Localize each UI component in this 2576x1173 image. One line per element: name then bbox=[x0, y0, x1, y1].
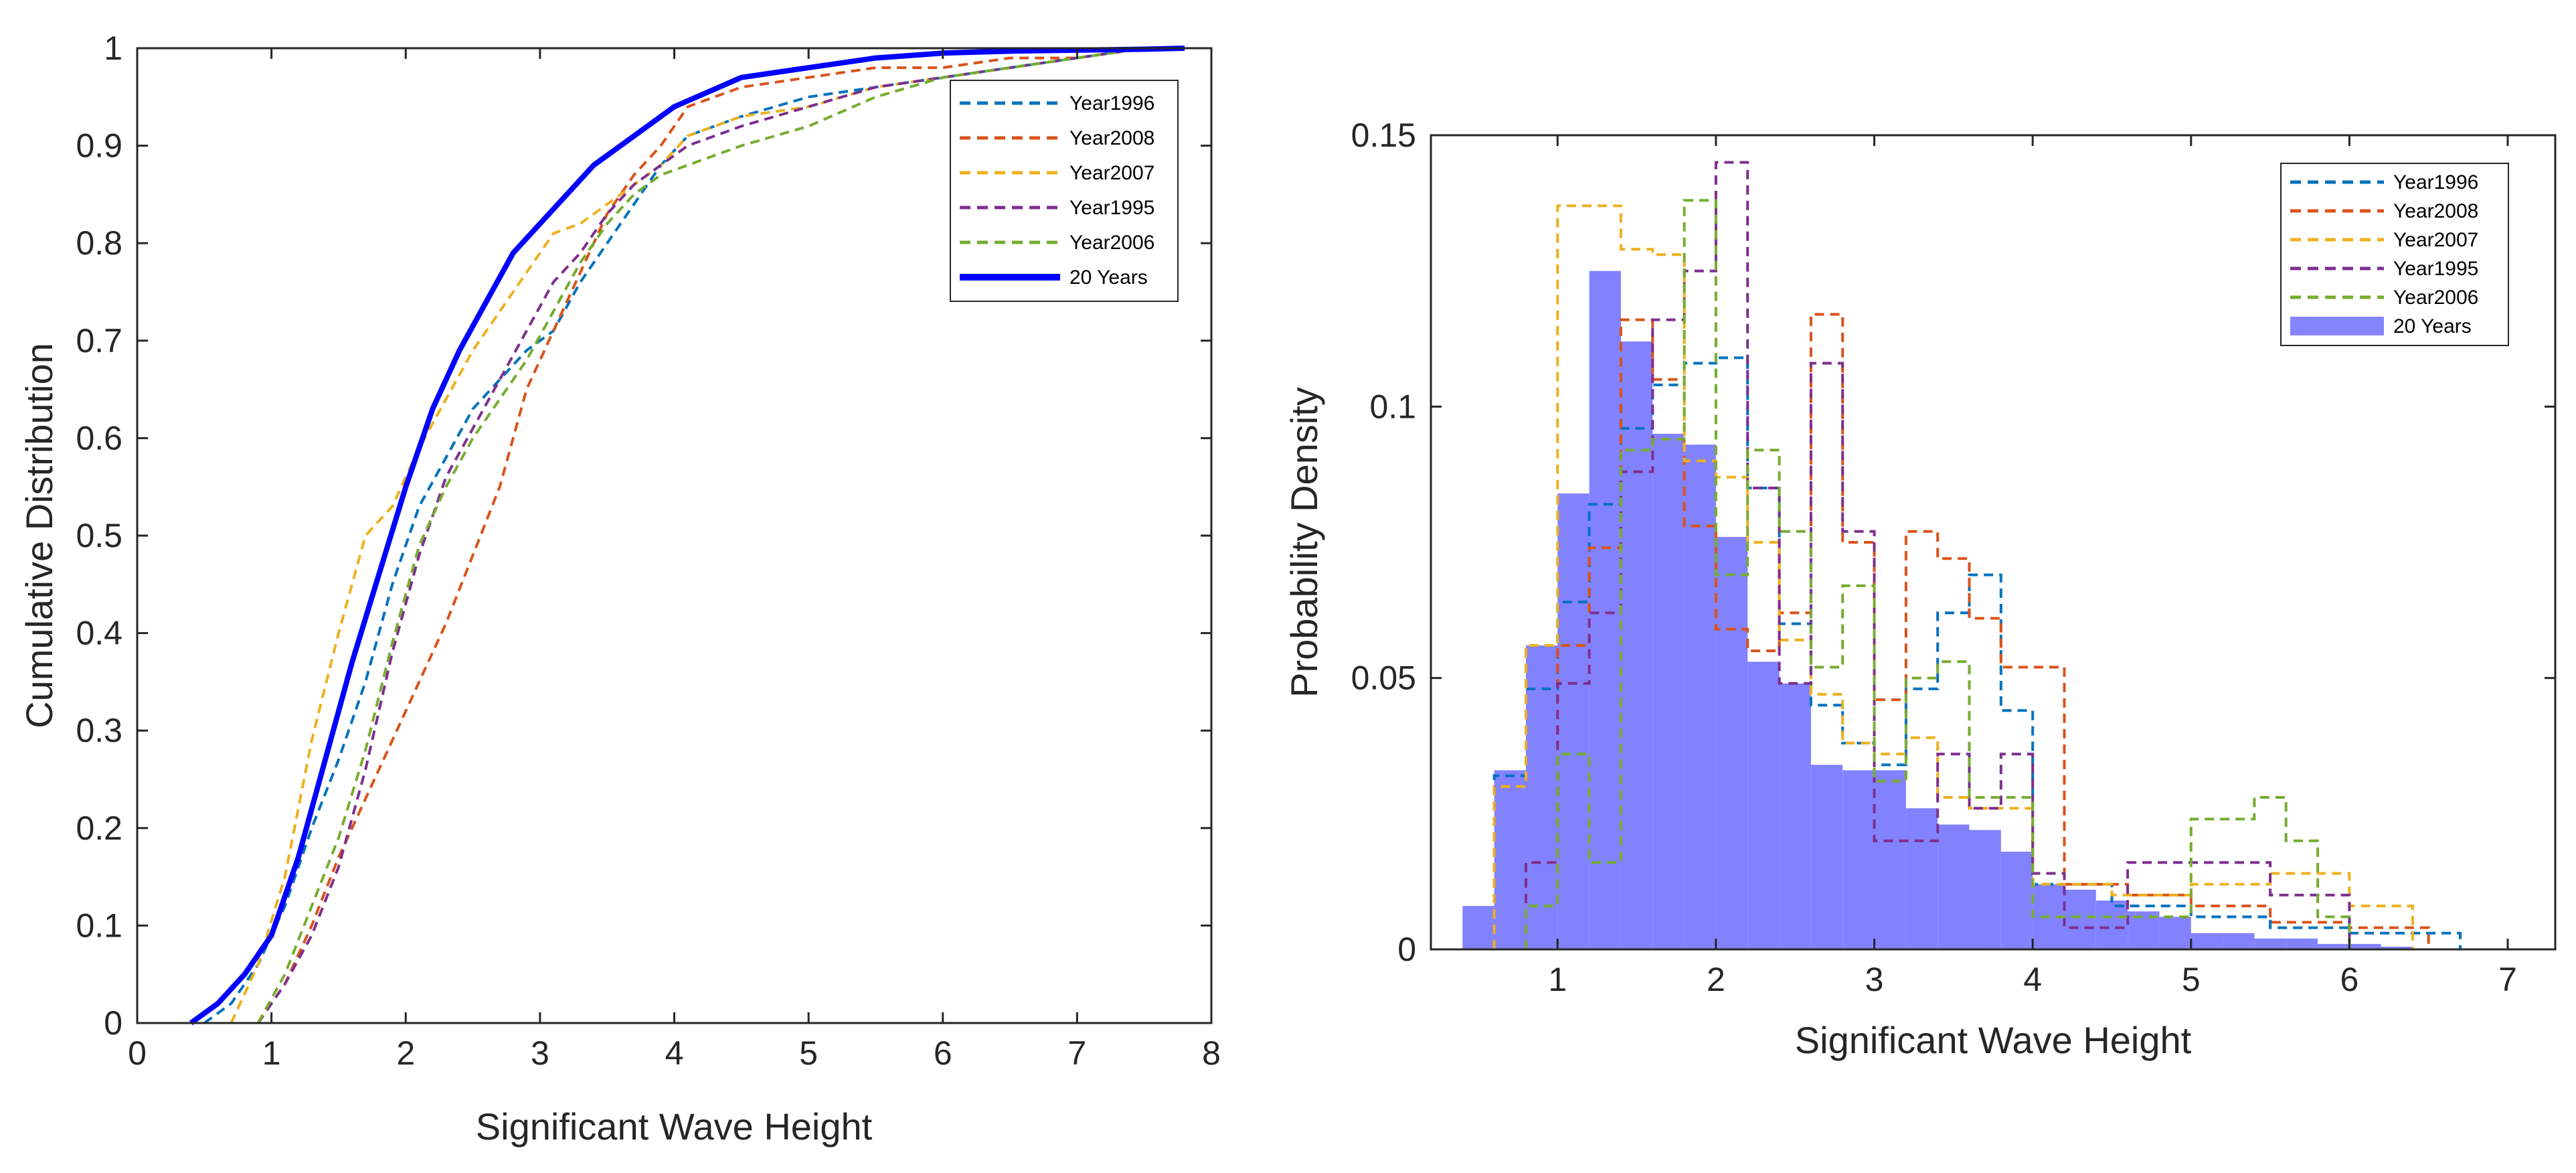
pdf-xtick-label: 3 bbox=[1865, 961, 1884, 998]
cdf-legend: Year1996 Year2008 Year2007 Year1995 Year2006… bbox=[950, 80, 1179, 302]
cdf-ytick-label: 0.2 bbox=[76, 809, 122, 847]
pdf-bar bbox=[1938, 824, 1970, 949]
pdf-bar bbox=[1969, 830, 2001, 949]
cdf-ytick-label: 0.3 bbox=[76, 712, 122, 749]
pdf-legend: Year1996 Year2008 Year2007 Year1995 Year2006… bbox=[2280, 163, 2509, 346]
pdf-axes-box bbox=[1430, 134, 2557, 951]
cdf-panel: 0 1 2 3 4 5 6 7 8 0 0.1 0.2 0.3 0.4 0.5 0.6 0.7 0.8 0.9 1 S… bbox=[18, 29, 1221, 1148]
pdf-bar bbox=[2286, 938, 2318, 949]
cdf-series-line bbox=[256, 47, 1144, 1024]
pdf-bar bbox=[1842, 770, 1875, 949]
pdf-series-outline bbox=[1525, 199, 2351, 949]
pdf-panel: 1 2 3 4 5 6 7 0 0.05 0.1 0.15 Significant Wave Hei… bbox=[1283, 116, 2557, 1061]
cdf-ytick-label: 0.5 bbox=[76, 517, 122, 554]
pdf-y-axis-label: Probability Density bbox=[1283, 387, 1325, 698]
pdf-bar bbox=[1684, 445, 1716, 949]
cdf-ytick-label: 0.9 bbox=[76, 127, 122, 165]
pdf-bar bbox=[1715, 536, 1748, 949]
pdf-legend-label: Year1995 bbox=[2393, 258, 2478, 280]
pdf-bar bbox=[2349, 943, 2381, 949]
cdf-ytick-label: 0.4 bbox=[76, 615, 122, 652]
pdf-xtick-label: 2 bbox=[1707, 961, 1725, 998]
cdf-xtick-label: 4 bbox=[665, 1034, 684, 1072]
pdf-bar bbox=[1525, 645, 1558, 949]
cdf-ytick-label: 0.6 bbox=[76, 419, 122, 457]
pdf-legend-label: Year1996 bbox=[2393, 171, 2478, 193]
cdf-ytick-label: 0 bbox=[104, 1004, 122, 1042]
cdf-ytick-label: 0.8 bbox=[76, 224, 122, 262]
pdf-x-axis-label: Significant Wave Height bbox=[1795, 1019, 2192, 1061]
pdf-legend-box bbox=[2280, 163, 2509, 346]
cdf-xtick-label: 1 bbox=[262, 1034, 281, 1072]
cdf-ticks-group: 0 1 2 3 4 5 6 7 8 0 0.1 0.2 0.3 0.4 0.5 0.6 0.7 0.8 0.9 1 bbox=[76, 29, 1220, 1072]
cdf-xtick-label: 8 bbox=[1202, 1034, 1221, 1072]
cdf-ytick-label: 0.1 bbox=[76, 907, 122, 944]
pdf-series-group bbox=[1462, 161, 2462, 950]
pdf-bar bbox=[1557, 493, 1590, 949]
pdf-bar bbox=[1652, 433, 1685, 949]
pdf-bar bbox=[2191, 933, 2223, 949]
cdf-series-group bbox=[189, 46, 1185, 1026]
pdf-ticks-group: 1 2 3 4 5 6 7 0 0.05 0.1 0.15 bbox=[1351, 116, 2555, 998]
pdf-series-outline bbox=[1492, 204, 2414, 949]
pdf-legend-label: 20 Years bbox=[2393, 315, 2472, 337]
pdf-xtick-label: 5 bbox=[2182, 961, 2201, 998]
pdf-bar bbox=[2223, 933, 2255, 949]
cdf-series-line bbox=[203, 47, 1144, 1024]
pdf-xtick-label: 6 bbox=[2340, 961, 2358, 998]
cdf-xtick-label: 0 bbox=[128, 1034, 147, 1072]
pdf-xtick-label: 1 bbox=[1548, 961, 1567, 998]
pdf-ytick-label: 0.05 bbox=[1351, 659, 1416, 697]
pdf-bar bbox=[2381, 946, 2413, 949]
cdf-legend-label: Year1995 bbox=[1069, 197, 1154, 219]
pdf-ytick-label: 0 bbox=[1397, 931, 1416, 968]
pdf-bar bbox=[1747, 661, 1780, 949]
pdf-legend-label: Year2008 bbox=[2393, 200, 2478, 222]
pdf-bar bbox=[1810, 765, 1843, 949]
cdf-xtick-label: 2 bbox=[396, 1034, 415, 1072]
cdf-y-axis-label: Cumulative Distribution bbox=[18, 343, 60, 728]
cdf-legend-label: 20 Years bbox=[1069, 266, 1148, 289]
pdf-bar bbox=[1494, 770, 1526, 949]
cdf-legend-label: Year2007 bbox=[1069, 162, 1154, 184]
cdf-xtick-label: 7 bbox=[1067, 1034, 1086, 1072]
pdf-bar bbox=[1874, 770, 1906, 949]
cdf-ytick-label: 0.7 bbox=[76, 322, 122, 360]
pdf-ytick-label: 0.15 bbox=[1351, 116, 1416, 154]
cdf-series-line bbox=[189, 46, 1185, 1026]
pdf-xtick-label: 7 bbox=[2498, 961, 2517, 998]
pdf-bar bbox=[1779, 683, 1811, 949]
pdf-legend-swatch bbox=[2290, 317, 2384, 335]
cdf-ytick-label: 1 bbox=[104, 29, 122, 67]
pdf-ytick-label: 0.1 bbox=[1369, 388, 1416, 425]
pdf-legend-label: Year2006 bbox=[2393, 287, 2478, 309]
pdf-bar bbox=[1905, 808, 1938, 949]
cdf-xtick-label: 5 bbox=[799, 1034, 818, 1072]
cdf-legend-label: Year1996 bbox=[1069, 92, 1154, 114]
cdf-series-line bbox=[230, 47, 1144, 1024]
pdf-bar bbox=[2095, 901, 2128, 949]
pdf-bar bbox=[2318, 943, 2350, 949]
cdf-series-line bbox=[256, 47, 1144, 1024]
pdf-bar bbox=[1620, 341, 1653, 949]
pdf-xtick-label: 4 bbox=[2023, 961, 2042, 998]
pdf-bar bbox=[2159, 917, 2191, 949]
pdf-bar bbox=[2064, 889, 2096, 949]
pdf-bar bbox=[1589, 270, 1621, 950]
cdf-legend-box bbox=[950, 80, 1179, 302]
cdf-series-line bbox=[256, 47, 1144, 1024]
cdf-x-axis-label: Significant Wave Height bbox=[476, 1105, 873, 1148]
pdf-legend-label: Year2007 bbox=[2393, 229, 2478, 251]
cdf-legend-label: Year2006 bbox=[1069, 232, 1154, 254]
cdf-xtick-label: 6 bbox=[934, 1034, 952, 1072]
cdf-legend-label: Year2008 bbox=[1069, 127, 1154, 149]
pdf-bar bbox=[1462, 906, 1494, 949]
pdf-bar bbox=[2000, 852, 2033, 949]
pdf-bar bbox=[2254, 938, 2286, 949]
cdf-xtick-label: 3 bbox=[531, 1034, 549, 1072]
